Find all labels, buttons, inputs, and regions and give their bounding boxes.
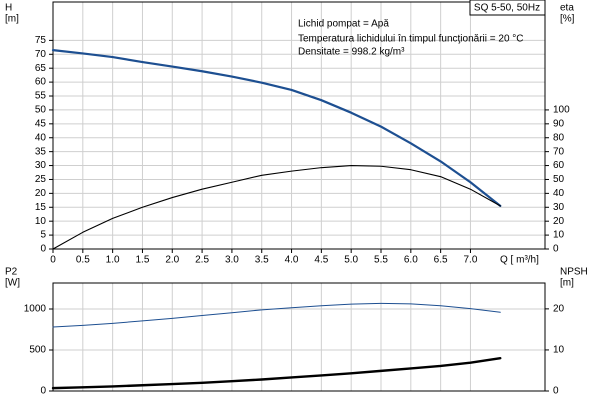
y2-tick-label: 20 (553, 304, 565, 315)
x-tick-label: 2.0 (165, 255, 179, 266)
y2-tick-label: 50 (553, 174, 565, 185)
x-tick-label: 1.0 (106, 255, 120, 266)
y2-tick-label: 70 (553, 146, 565, 157)
y-tick-label: 75 (35, 35, 47, 46)
y2-tick-label: 20 (553, 216, 565, 227)
y2-tick-label: 30 (553, 202, 565, 213)
y-tick-label: 35 (35, 146, 47, 157)
curve (52, 165, 501, 250)
y-tick-label: 45 (35, 118, 47, 129)
y-tick-label: 40 (35, 132, 47, 143)
x-tick-label: 4.0 (285, 255, 299, 266)
y2-tick-label: 0 (553, 386, 559, 397)
y-tick-label: 0 (40, 244, 46, 255)
y-axis-label: P2 (5, 267, 18, 278)
y-tick-label: 60 (35, 77, 47, 88)
y2-tick-label: 60 (553, 160, 565, 171)
y-tick-label: 5 (40, 230, 46, 241)
y2-axis-label: eta (560, 3, 574, 14)
y-tick-label: 55 (35, 91, 47, 102)
y-tick-label: 20 (35, 188, 47, 199)
x-tick-label: 5.5 (374, 255, 388, 266)
y-tick-label: 30 (35, 160, 47, 171)
y2-tick-label: 100 (553, 105, 570, 116)
x-tick-label: 3.0 (225, 255, 239, 266)
y2-tick-label: 10 (553, 345, 565, 356)
y-axis-label: H (5, 3, 12, 14)
annotation: Temperatura lichidului în timpul funcţio… (298, 34, 524, 45)
y-tick-label: 10 (35, 216, 47, 227)
y-tick-label: 15 (35, 202, 47, 213)
y-tick-label: 25 (35, 174, 47, 185)
y2-axis-label: NPSH (560, 267, 588, 278)
x-tick-label: 1.5 (136, 255, 150, 266)
y2-tick-label: 10 (553, 230, 565, 241)
x-tick-label: 6.5 (434, 255, 448, 266)
y-tick-label: 65 (35, 63, 47, 74)
annotation: Densitate = 998.2 kg/m³ (298, 47, 405, 58)
y2-axis-unit: [%] (560, 14, 575, 25)
x-axis-label: Q [ m³/h] (500, 255, 539, 266)
x-tick-label: 7.0 (464, 255, 478, 266)
y2-tick-label: 80 (553, 132, 565, 143)
y-tick-label: 1000 (24, 304, 47, 315)
curve (52, 302, 501, 328)
x-tick-label: 3.5 (255, 255, 269, 266)
x-tick-label: 0 (50, 255, 56, 266)
plot-frame (52, 1, 546, 250)
y-tick-label: 0 (40, 386, 46, 397)
y-tick-label: 70 (35, 49, 47, 60)
x-tick-label: 4.5 (314, 255, 328, 266)
x-tick-label: 6.0 (404, 255, 418, 266)
curve (51, 356, 502, 390)
y-axis-unit: [m] (5, 14, 19, 25)
x-tick-label: 5.0 (344, 255, 358, 266)
y2-axis-unit: [m] (560, 278, 574, 289)
y2-tick-label: 0 (553, 244, 559, 255)
x-tick-label: 0.5 (76, 255, 90, 266)
model-box (469, 0, 546, 16)
annotation: Lichid pompat = Apă (298, 19, 389, 30)
y-tick-label: 500 (29, 345, 46, 356)
y-tick-label: 50 (35, 105, 47, 116)
model-label: SQ 5-50, 50Hz (474, 3, 540, 14)
y2-tick-label: 90 (553, 118, 565, 129)
plot-frame (52, 282, 546, 392)
x-tick-label: 2.5 (195, 255, 209, 266)
curve (51, 49, 502, 207)
y2-tick-label: 40 (553, 188, 565, 199)
y-axis-unit: [W] (5, 278, 20, 289)
